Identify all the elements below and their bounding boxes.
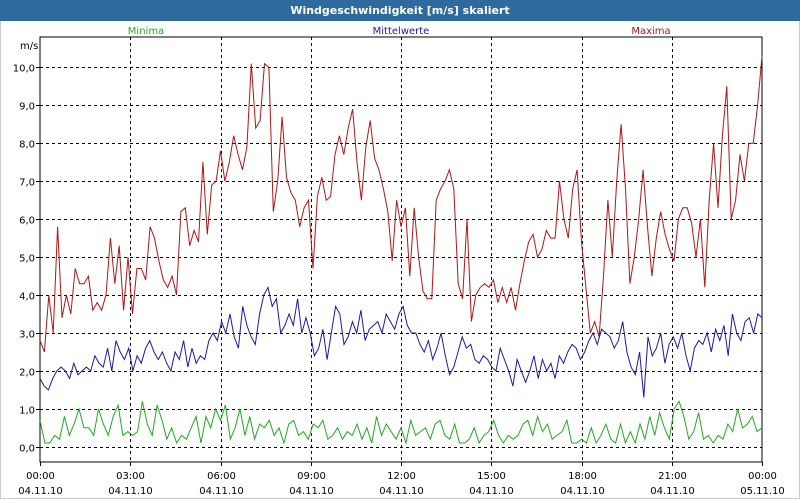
- x-tick-time: 09:00: [297, 471, 326, 482]
- y-tick-label: 1,0: [19, 406, 35, 417]
- legend-maxima: Maxima: [631, 26, 670, 37]
- x-tick-date: 04.11.10: [199, 486, 244, 497]
- x-tick-date: 04.11.10: [650, 486, 695, 497]
- x-tick-time: 21:00: [658, 471, 687, 482]
- x-tick-date: 04.11.10: [379, 486, 424, 497]
- y-tick-label: 0,0: [19, 444, 35, 455]
- x-tick-date: 04.11.10: [469, 486, 514, 497]
- x-tick-time: 06:00: [207, 471, 236, 482]
- x-tick-date: 05.11.10: [740, 486, 785, 497]
- x-tick-time: 18:00: [568, 471, 597, 482]
- x-tick-date: 04.11.10: [108, 486, 153, 497]
- x-tick-date: 04.11.10: [560, 486, 605, 497]
- y-axis-label: m/s: [20, 41, 38, 52]
- x-tick-date: 04.11.10: [18, 486, 63, 497]
- y-tick-label: 9,0: [19, 102, 35, 113]
- y-tick-label: 4,0: [19, 292, 35, 303]
- y-tick-label: 6,0: [19, 216, 35, 227]
- legend-mittelwerte: Mittelwerte: [373, 26, 430, 37]
- x-tick-time: 00:00: [748, 471, 777, 482]
- y-tick-label: 2,0: [19, 368, 35, 379]
- x-tick-date: 04.11.10: [289, 486, 334, 497]
- series-line-maxima: [39, 55, 763, 353]
- y-tick-label: 3,0: [19, 330, 35, 341]
- series-line-mittelwerte: [39, 285, 763, 398]
- y-tick-label: 7,0: [19, 178, 35, 189]
- x-tick-time: 12:00: [387, 471, 416, 482]
- x-tick-time: 00:00: [26, 471, 55, 482]
- chart-title: Windgeschwindigkeit [m/s] skaliert: [0, 0, 800, 21]
- y-tick-label: 5,0: [19, 254, 35, 265]
- x-tick-time: 15:00: [477, 471, 506, 482]
- series-line-minima: [39, 400, 763, 445]
- y-tick-label: 8,0: [19, 140, 35, 151]
- legend-minima: Minima: [128, 26, 164, 37]
- x-tick-time: 03:00: [116, 471, 145, 482]
- y-tick-label: 10,0: [13, 64, 35, 75]
